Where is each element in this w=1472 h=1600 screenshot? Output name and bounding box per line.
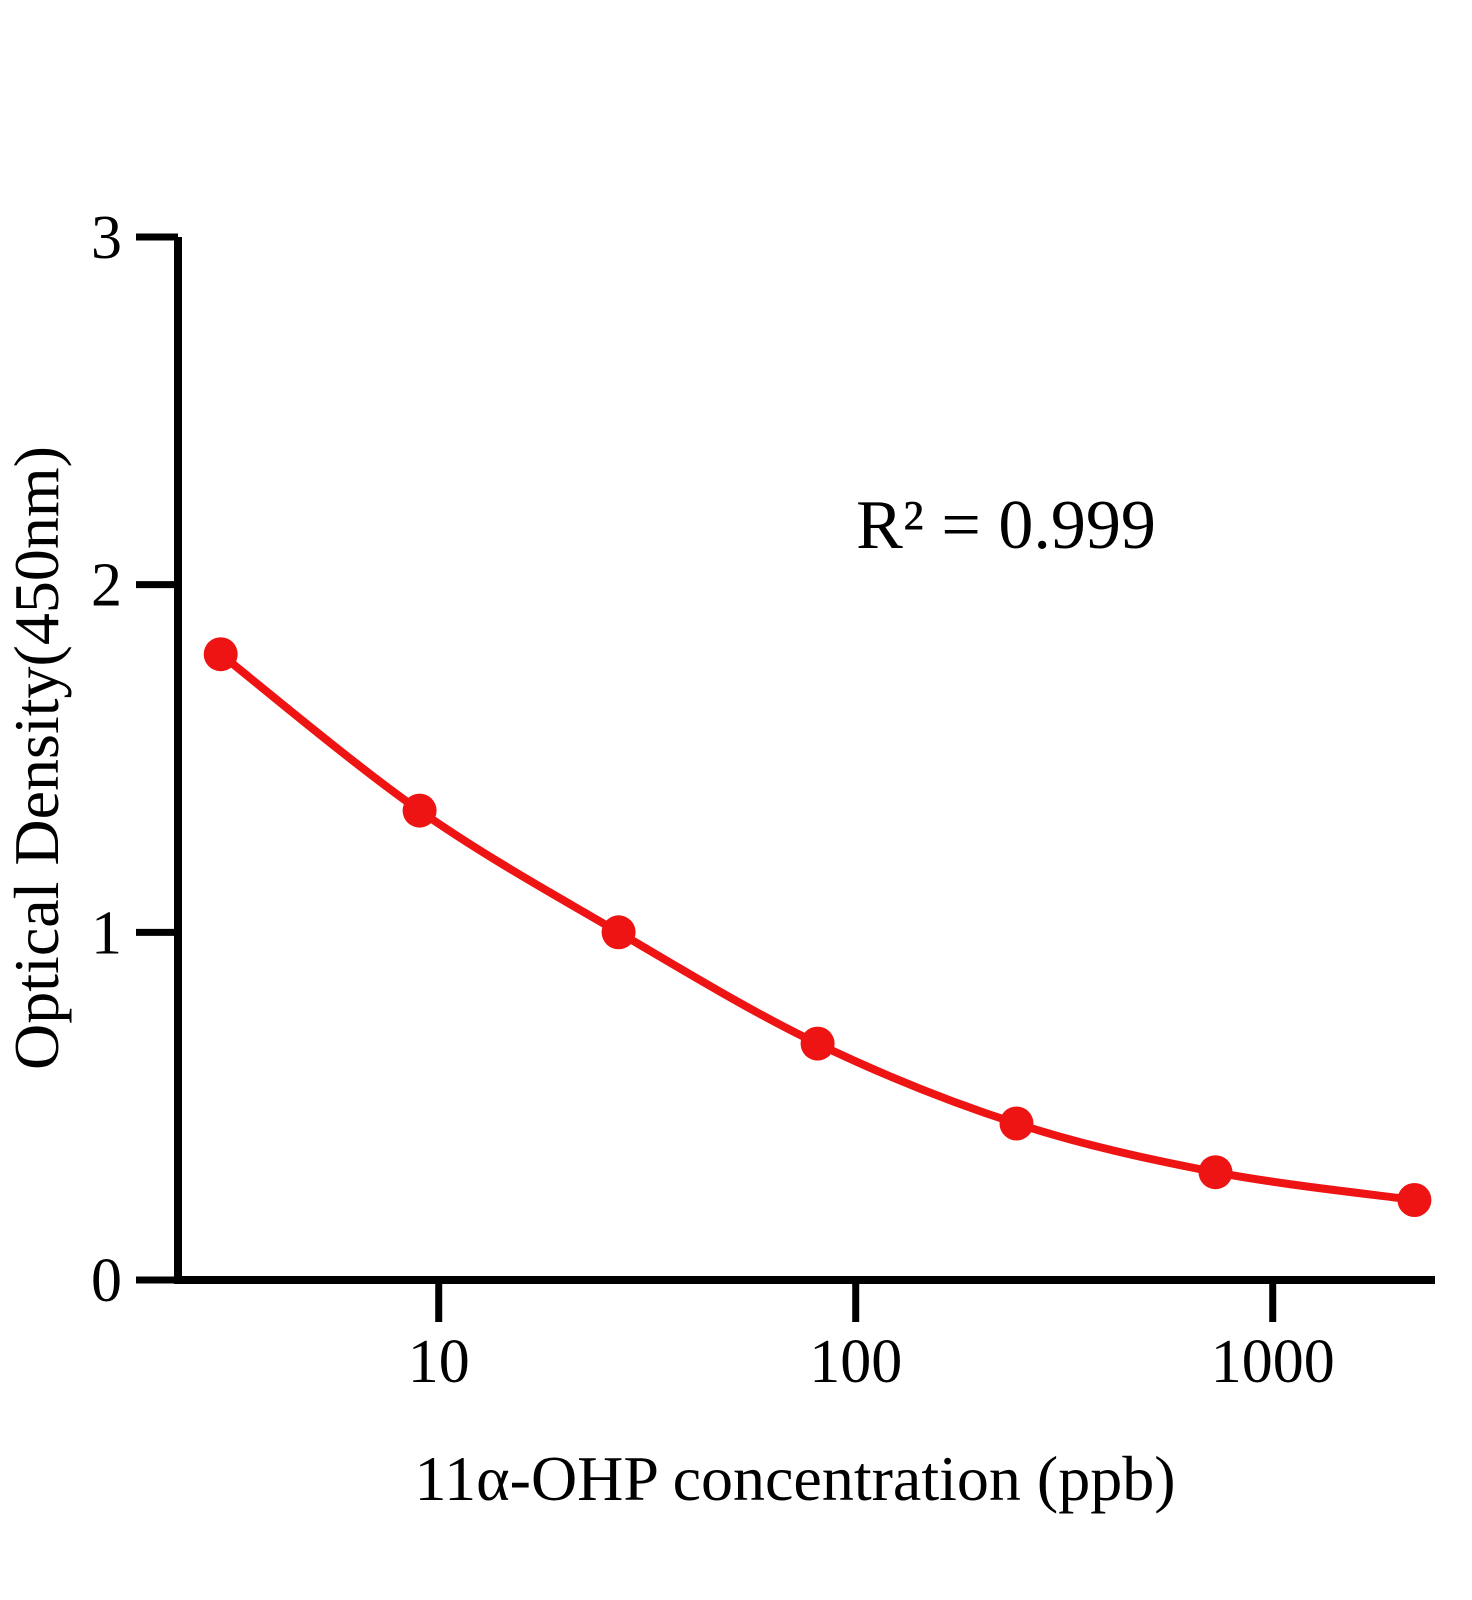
data-point [999, 1106, 1034, 1141]
axes [174, 237, 1435, 1284]
tick-marks [136, 233, 1277, 1322]
data-series [203, 637, 1432, 1217]
r-squared-annotation: R² = 0.999 [856, 487, 1156, 564]
x-axis-title: 11α-OHP concentration (ppb) [414, 1443, 1175, 1514]
data-point [203, 637, 238, 672]
data-point [800, 1026, 835, 1061]
series-line [216, 650, 1419, 1204]
y-axis-title: Optical Density(450nm) [1, 446, 72, 1070]
x-tick-label: 100 [809, 1328, 902, 1396]
data-point [1397, 1183, 1432, 1217]
y-tick-label: 0 [91, 1247, 122, 1315]
y-tick-label: 3 [91, 204, 122, 272]
data-point [402, 793, 437, 828]
x-tick-label: 10 [408, 1328, 470, 1396]
y-tick-label: 1 [91, 899, 122, 967]
data-point [1198, 1155, 1233, 1190]
y-tick-label: 2 [91, 552, 122, 620]
tick-labels: 0 1 2 3 10 100 1000 [91, 204, 1335, 1396]
x-tick-label: 1000 [1211, 1328, 1335, 1396]
data-point [601, 915, 636, 950]
